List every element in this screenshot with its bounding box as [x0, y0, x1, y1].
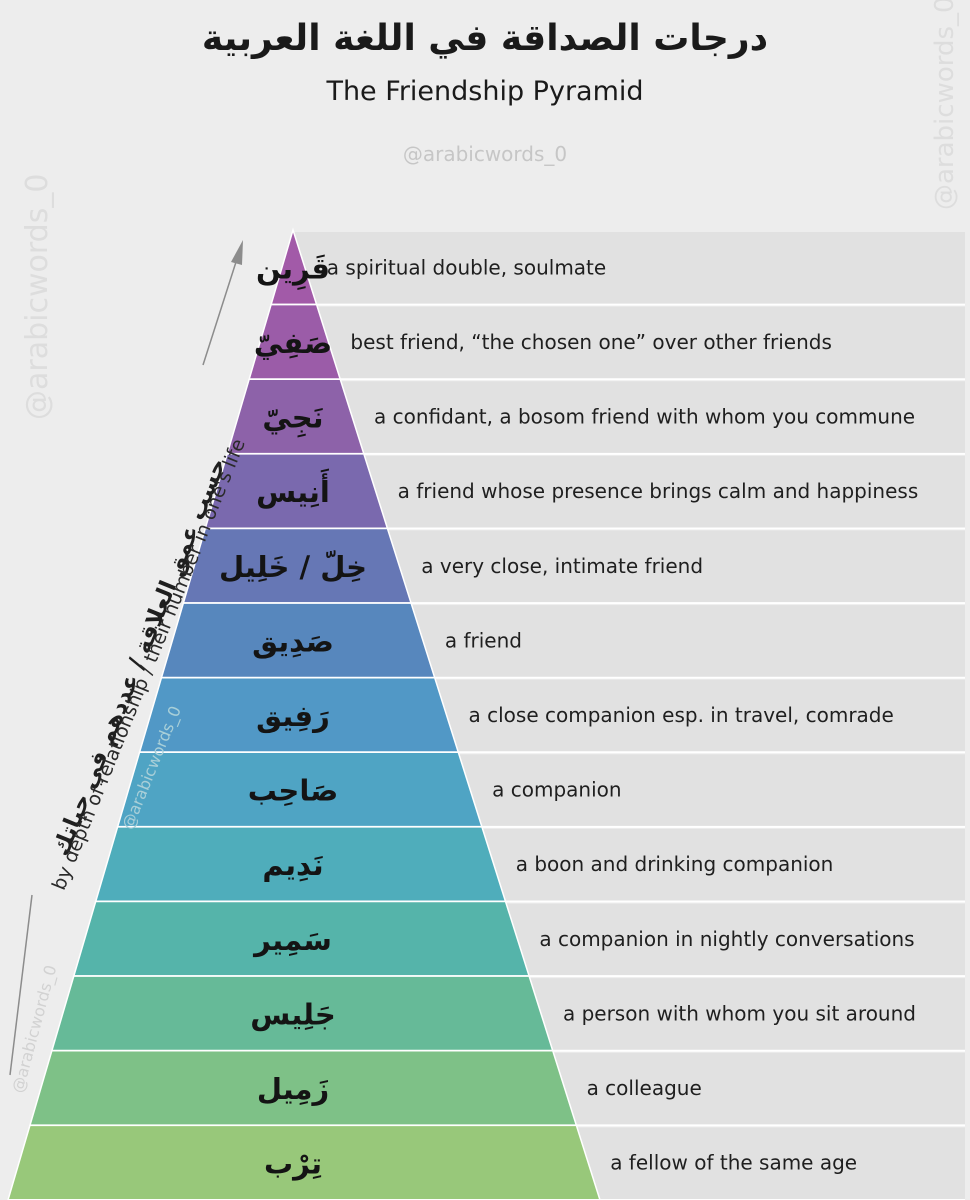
level-english-description: a very close, intimate friend [421, 554, 703, 578]
axis-line-upper [202, 261, 237, 366]
level-arabic-word: نَجِيّ [262, 401, 323, 438]
level-english-description: a fellow of the same age [610, 1151, 857, 1175]
level-english-description: a companion [492, 778, 621, 802]
description-band [552, 1052, 965, 1126]
level-arabic-word: تِرْب [264, 1147, 322, 1181]
level-english-description: best friend, “the chosen one” over other… [350, 330, 831, 354]
level-arabic-word: قَرِين [256, 251, 330, 290]
level-english-description: a friend [445, 628, 522, 652]
title-english: The Friendship Pyramid [326, 76, 644, 107]
pyramid-level [7, 1124, 601, 1200]
level-arabic-word: جَلِيس [250, 997, 336, 1031]
level-arabic-word: رَفِيق [256, 699, 330, 733]
description-band [363, 455, 965, 529]
level-arabic-word: أَنِيس [256, 468, 330, 509]
axis-line-lower [9, 894, 33, 1076]
axis-arrow-icon [231, 240, 243, 265]
level-arabic-word: صَاحِب [248, 774, 339, 808]
description-band [434, 679, 965, 753]
level-english-description: a close companion esp. in travel, comrad… [469, 703, 894, 727]
description-band [316, 306, 966, 380]
level-arabic-word: نَدِيم [262, 848, 323, 882]
title-arabic: درجات الصداقة في اللغة العربية [201, 18, 769, 59]
description-band [387, 530, 965, 604]
description-band [340, 381, 965, 454]
level-arabic-word: صَفِيّ [254, 326, 332, 360]
level-english-description: a confidant, a bosom friend with whom yo… [374, 405, 915, 429]
description-band [576, 1127, 965, 1200]
level-arabic-word: سَمِير [252, 923, 332, 957]
description-band [411, 605, 966, 678]
level-english-description: a friend whose presence brings calm and … [398, 479, 919, 503]
level-english-description: a person with whom you sit around [563, 1001, 916, 1025]
level-english-description: a companion in nightly conversations [539, 927, 914, 951]
description-band [458, 754, 965, 827]
description-band [481, 828, 965, 902]
description-band [505, 903, 965, 977]
level-english-description: a boon and drinking companion [516, 852, 834, 876]
level-arabic-word: خِلّ / خَلِيل [219, 550, 367, 584]
level-english-description: a spiritual double, soulmate [327, 255, 606, 279]
description-band [293, 232, 965, 305]
level-arabic-word: صَدِيق [252, 624, 334, 658]
handle-text: @arabicwords_0 [402, 142, 568, 166]
level-english-description: a colleague [587, 1076, 702, 1100]
description-band [529, 978, 965, 1051]
level-arabic-word: زَمِيل [257, 1072, 329, 1106]
